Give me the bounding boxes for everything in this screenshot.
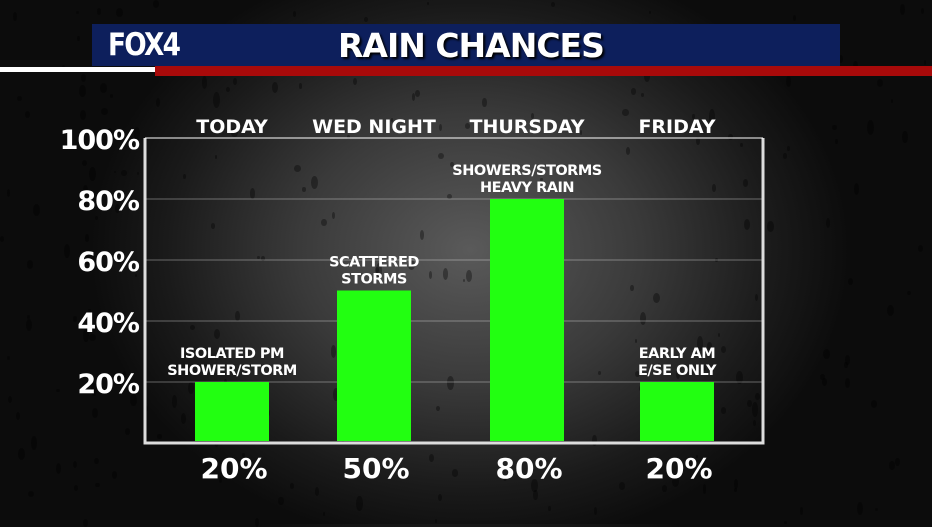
bar-annotation: SCATTERED bbox=[329, 255, 419, 271]
bar-annotation: STORMS bbox=[341, 272, 407, 288]
bar-annotation: E/SE ONLY bbox=[638, 363, 717, 379]
category-label: TODAY bbox=[196, 116, 268, 138]
bar-annotation: HEAVY RAIN bbox=[480, 180, 574, 196]
page-title: RAIN CHANCES bbox=[338, 26, 605, 65]
value-label: 80% bbox=[495, 452, 562, 485]
bar-annotation: EARLY AM bbox=[639, 346, 716, 362]
bar bbox=[337, 290, 411, 441]
category-label: WED NIGHT bbox=[312, 116, 436, 138]
bar bbox=[490, 199, 564, 441]
value-label: 50% bbox=[342, 452, 409, 485]
header-bar: FOX4 RAIN CHANCES bbox=[92, 24, 840, 66]
bar bbox=[640, 382, 714, 441]
y-tick-label: 80% bbox=[77, 186, 140, 217]
y-tick-label: 40% bbox=[77, 308, 140, 339]
bar bbox=[195, 382, 269, 441]
bar-annotation: SHOWERS/STORMS bbox=[452, 163, 601, 179]
y-tick-label: 100% bbox=[60, 125, 140, 156]
axis-frame bbox=[143, 138, 765, 445]
value-label: 20% bbox=[645, 452, 712, 485]
red-stripe bbox=[155, 66, 932, 76]
category-label: FRIDAY bbox=[638, 116, 715, 138]
fox4-logo: FOX4 bbox=[108, 27, 181, 63]
y-tick-label: 20% bbox=[77, 369, 140, 400]
y-tick-label: 60% bbox=[77, 247, 140, 278]
white-stripe bbox=[0, 67, 155, 72]
category-label: THURSDAY bbox=[469, 116, 584, 138]
bar-annotation: SHOWER/STORM bbox=[167, 363, 297, 379]
value-label: 20% bbox=[200, 452, 267, 485]
bar-annotation: ISOLATED PM bbox=[180, 346, 284, 362]
